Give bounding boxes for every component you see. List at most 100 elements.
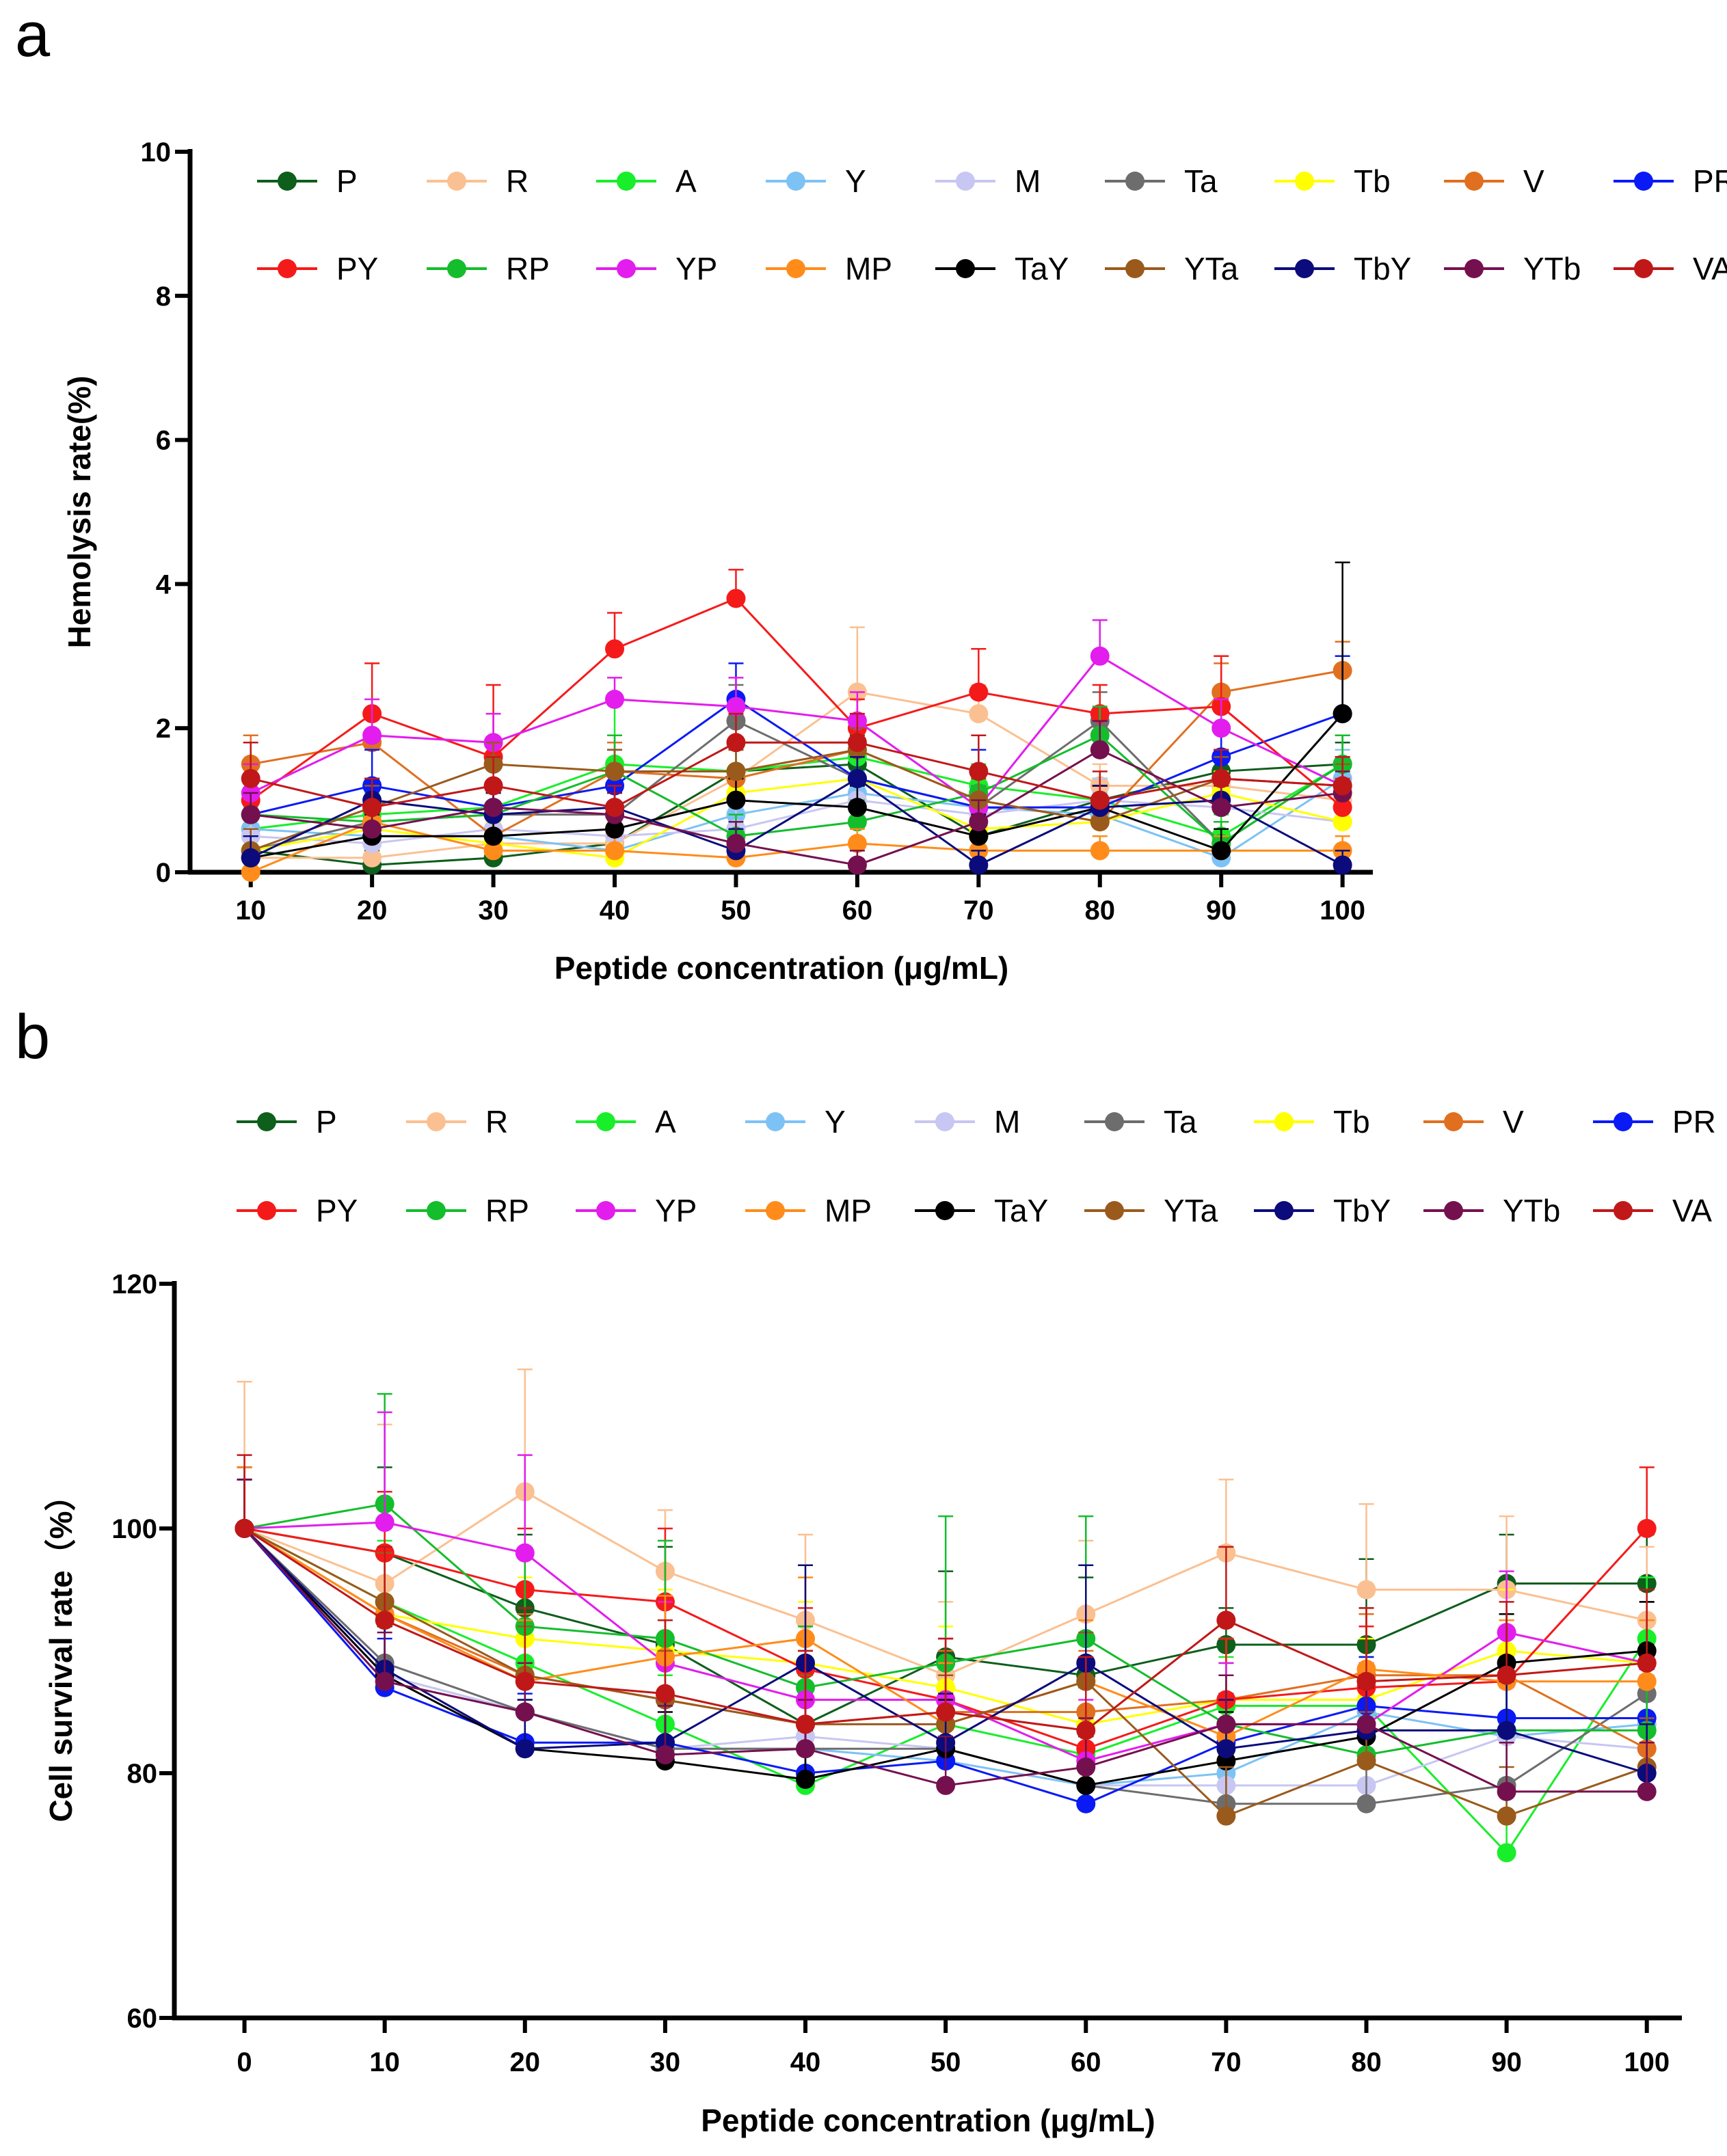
legend-swatch-marker — [617, 172, 636, 191]
series-line — [250, 777, 1343, 867]
legend-swatch-marker — [1105, 1112, 1124, 1131]
legend-label: R — [506, 163, 528, 199]
data-point — [1497, 1721, 1516, 1740]
data-point — [1211, 798, 1231, 818]
legend-label: TbY — [1354, 251, 1411, 286]
data-point — [1497, 1781, 1516, 1801]
legend-item: VA — [1614, 251, 1727, 286]
data-point — [796, 1714, 816, 1734]
data-point — [1076, 1721, 1096, 1740]
legend-item: R — [427, 163, 528, 199]
x-tick-label: 100 — [1624, 2047, 1670, 2077]
legend-label: VA — [1693, 251, 1727, 286]
legend-label: A — [655, 1104, 676, 1140]
legend-swatch-marker — [278, 259, 297, 278]
legend-swatch-marker — [766, 1112, 785, 1131]
legend-label: RP — [506, 251, 550, 286]
legend-swatch-marker — [596, 1201, 615, 1220]
data-point — [969, 826, 989, 846]
legend-label: Tb — [1354, 163, 1391, 199]
legend-swatch-marker — [1464, 259, 1484, 278]
data-point — [936, 1702, 956, 1722]
data-point — [969, 704, 989, 724]
data-point — [235, 1519, 254, 1538]
y-tick-label: 120 — [111, 1269, 157, 1299]
data-point — [969, 682, 989, 702]
legend-label: Ta — [1164, 1104, 1197, 1140]
legend-swatch-marker — [617, 259, 636, 278]
legend-item: PY — [237, 1193, 358, 1228]
data-point — [1211, 718, 1231, 738]
data-point — [969, 812, 989, 832]
legend-label: TbY — [1333, 1193, 1391, 1228]
data-point — [241, 805, 260, 824]
data-point — [1216, 1806, 1236, 1826]
legend-label: YTa — [1164, 1193, 1218, 1228]
x-tick-label: 50 — [721, 895, 751, 926]
data-point — [1637, 1653, 1657, 1673]
y-tick-label: 0 — [156, 858, 171, 888]
data-point — [726, 589, 746, 608]
data-point — [1216, 1611, 1236, 1630]
legend-item: Y — [766, 163, 866, 199]
series-PR — [241, 655, 1352, 824]
series-line — [250, 733, 1343, 845]
legend-label: V — [1503, 1104, 1524, 1140]
legend-label: M — [1015, 163, 1041, 199]
x-tick-label: 80 — [1085, 895, 1116, 926]
legend-label: PR — [1693, 163, 1727, 199]
legend-label: Y — [845, 163, 866, 199]
x-tick-label: 30 — [478, 895, 509, 926]
legend-item: MP — [745, 1193, 872, 1228]
series-line — [250, 777, 1343, 859]
data-point — [726, 833, 746, 853]
data-point — [375, 1513, 394, 1533]
legend-swatch-marker — [1634, 259, 1653, 278]
legend-swatch-marker — [766, 1201, 785, 1220]
legend-label: V — [1523, 163, 1544, 199]
series-line — [250, 777, 1343, 859]
x-axis-title: Peptide concentration (μg/mL) — [701, 2103, 1155, 2138]
x-tick-label: 70 — [963, 895, 994, 926]
data-point — [362, 848, 382, 867]
data-point — [1637, 1519, 1657, 1538]
data-point — [362, 819, 382, 839]
legend-swatch-marker — [1464, 172, 1484, 191]
x-tick-label: 10 — [235, 895, 266, 926]
legend-swatch-marker — [278, 172, 297, 191]
x-tick-label: 40 — [790, 2047, 821, 2077]
legend-item: VA — [1593, 1193, 1712, 1228]
x-tick-label: 60 — [842, 895, 873, 926]
legend-label: MP — [845, 251, 892, 286]
data-point — [1637, 1781, 1657, 1801]
legend-label: Tb — [1333, 1104, 1370, 1140]
data-point — [375, 1671, 394, 1691]
legend-item: YTa — [1084, 1193, 1218, 1228]
data-point — [605, 841, 625, 861]
legend-item: YTb — [1444, 251, 1581, 286]
legend-label: MP — [825, 1193, 872, 1228]
data-point — [483, 798, 503, 818]
legend-item: TbY — [1274, 251, 1411, 286]
data-point — [847, 833, 867, 853]
legend-swatch-marker — [1274, 1201, 1294, 1220]
x-tick-label: 10 — [369, 2047, 400, 2077]
data-point — [655, 1684, 675, 1703]
legend-swatch-marker — [786, 259, 805, 278]
x-tick-label: 100 — [1320, 895, 1365, 926]
legend-item: Tb — [1254, 1104, 1370, 1140]
data-point — [1333, 855, 1352, 875]
x-tick-label: 20 — [510, 2047, 541, 2077]
legend-label: YTb — [1503, 1193, 1560, 1228]
legend-swatch-marker — [935, 1112, 954, 1131]
legend-item: YP — [576, 1193, 697, 1228]
data-point — [936, 1775, 956, 1795]
data-point — [1076, 1775, 1096, 1795]
cell-survival-chart: 60 80 100 120 0 10 20 30 40 50 60 70 80 90 100 Peptide … — [43, 1104, 1716, 2138]
data-point — [726, 790, 746, 810]
data-point — [1356, 1751, 1376, 1771]
data-point — [605, 762, 625, 781]
data-point — [362, 725, 382, 745]
series-line — [250, 698, 1343, 816]
